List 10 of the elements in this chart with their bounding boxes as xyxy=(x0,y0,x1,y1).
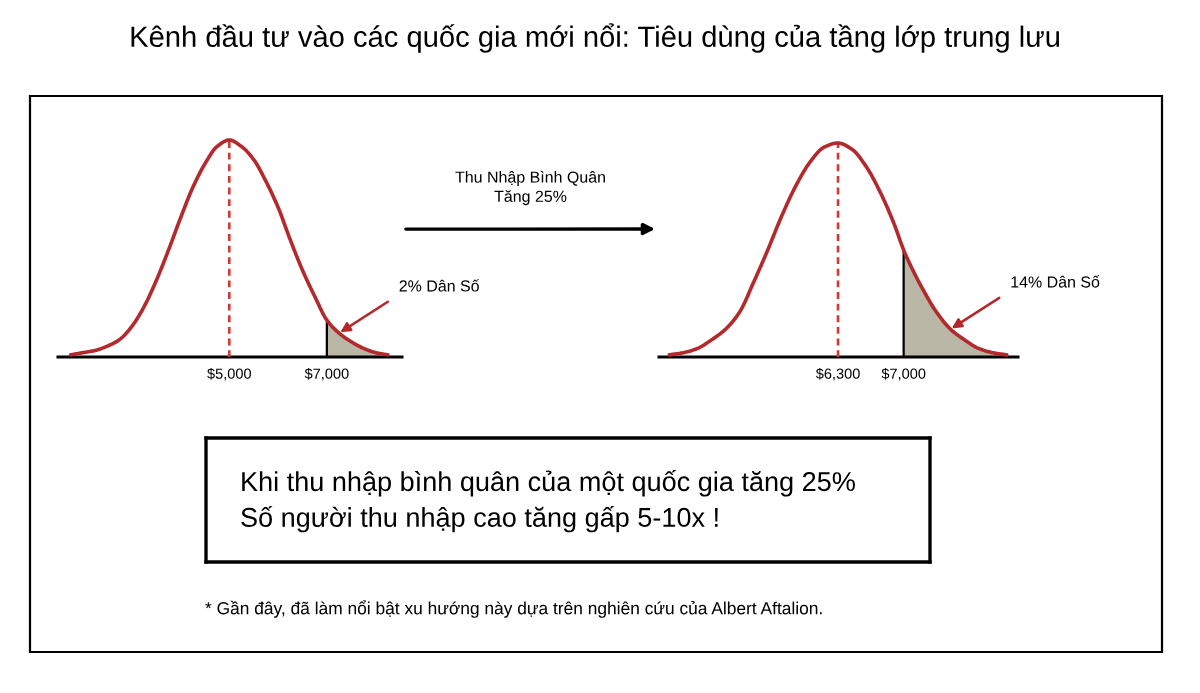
text: Kênh đầu tư vào các quốc gia mới nổi: Tiêu dùng của tầng lớp trung lưu xyxy=(131,23,1059,53)
annotation: 2% Dân Số xyxy=(399,279,480,292)
annotation: 14% Dân Số xyxy=(1011,275,1100,288)
x-tick-label: $6,300 xyxy=(815,367,860,381)
x-tick-label: $7,000 xyxy=(304,367,349,381)
x-tick-label: $5,000 xyxy=(207,367,251,381)
text: Thu Nhập Bình Quân Tăng 25% xyxy=(455,170,605,206)
text: Khi thu nhập bình quân của một quốc gia tăng 25% Số người thu nhập cao tăng gấp 5-10x ! xyxy=(241,470,855,533)
x-tick-label: $7,000 xyxy=(881,367,926,381)
text: * Gần đây, đã làm nổi bật xu hướng này dựa trên nghiên cứu của Albert Aftalion. xyxy=(205,600,822,618)
